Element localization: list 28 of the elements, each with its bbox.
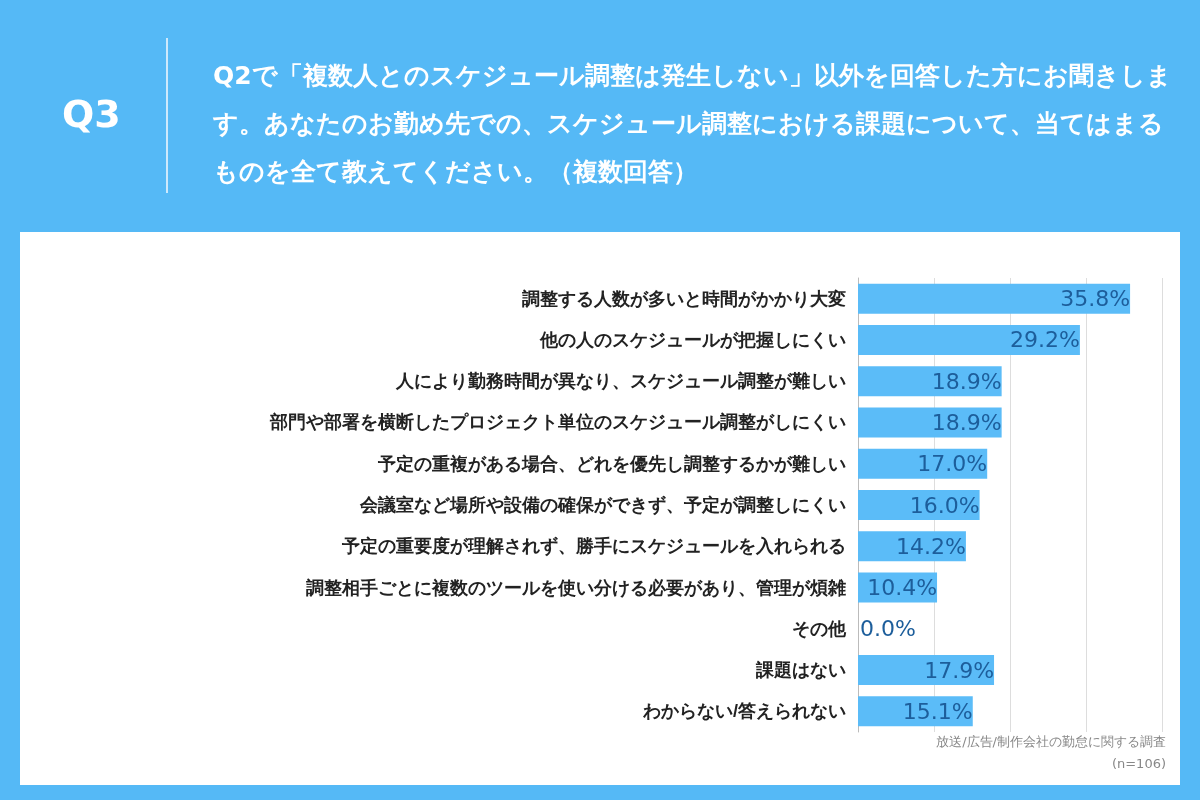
y-tick-label: 他の人のスケジュールが把握しにくい bbox=[539, 329, 846, 350]
data-label: 14.2% bbox=[896, 533, 966, 559]
y-tick-label: 課題はない bbox=[755, 660, 846, 681]
data-label: 17.0% bbox=[917, 451, 988, 477]
data-label: 18.9% bbox=[931, 409, 1002, 435]
data-label: 10.4% bbox=[867, 575, 938, 601]
y-tick-label: 調整する人数が多いと時間がかかり大変 bbox=[522, 288, 846, 309]
y-tick-label: 調整相手ごとに複数のツールを使い分ける必要があり、管理が煩雑 bbox=[306, 577, 846, 598]
text: (n=106) bbox=[1110, 755, 1166, 773]
y-tick-label: 予定の重複がある場合、どれを優先し調整するかが難しい bbox=[377, 453, 846, 474]
data-label: 35.8% bbox=[1060, 286, 1131, 312]
data-label: 17.9% bbox=[924, 657, 995, 683]
y-tick-label: わからない/答えられない bbox=[641, 701, 846, 722]
y-tick-label: 会議室など場所や設備の確保ができず、予定が調整しにくい bbox=[359, 495, 846, 516]
y-tick-label: 予定の重要度が理解されず、勝手にスケジュールを入れられる bbox=[341, 536, 846, 558]
data-label: 15.1% bbox=[902, 698, 973, 724]
text: 放送/広告/制作会社の勤怠に関する調査 bbox=[936, 733, 1166, 751]
y-tick-label: 人により勤務時間が異なり、スケジュール調整が難しい bbox=[395, 371, 846, 392]
y-tick-label: その他 bbox=[792, 618, 847, 639]
chart-subtitle: Q2で「複数人とのスケジュール調整は発生しない」以外を回答した方にお聞きします。あなたのお勤め先での、スケジュール調整における課題について、当てはまるものを全て教えてください。（複数回答） bbox=[213, 60, 1173, 188]
data-label: 18.9% bbox=[931, 368, 1002, 394]
data-label: 29.2% bbox=[1010, 327, 1080, 353]
text: Q3 bbox=[62, 92, 121, 136]
bar bbox=[858, 283, 1131, 314]
bar bbox=[858, 324, 1080, 355]
y-tick-label: 部門や部署を横断したプロジェクト単位のスケジュール調整がしにくい bbox=[269, 412, 846, 433]
data-label: 0.0% bbox=[860, 616, 916, 642]
data-label: 16.0% bbox=[909, 492, 980, 518]
